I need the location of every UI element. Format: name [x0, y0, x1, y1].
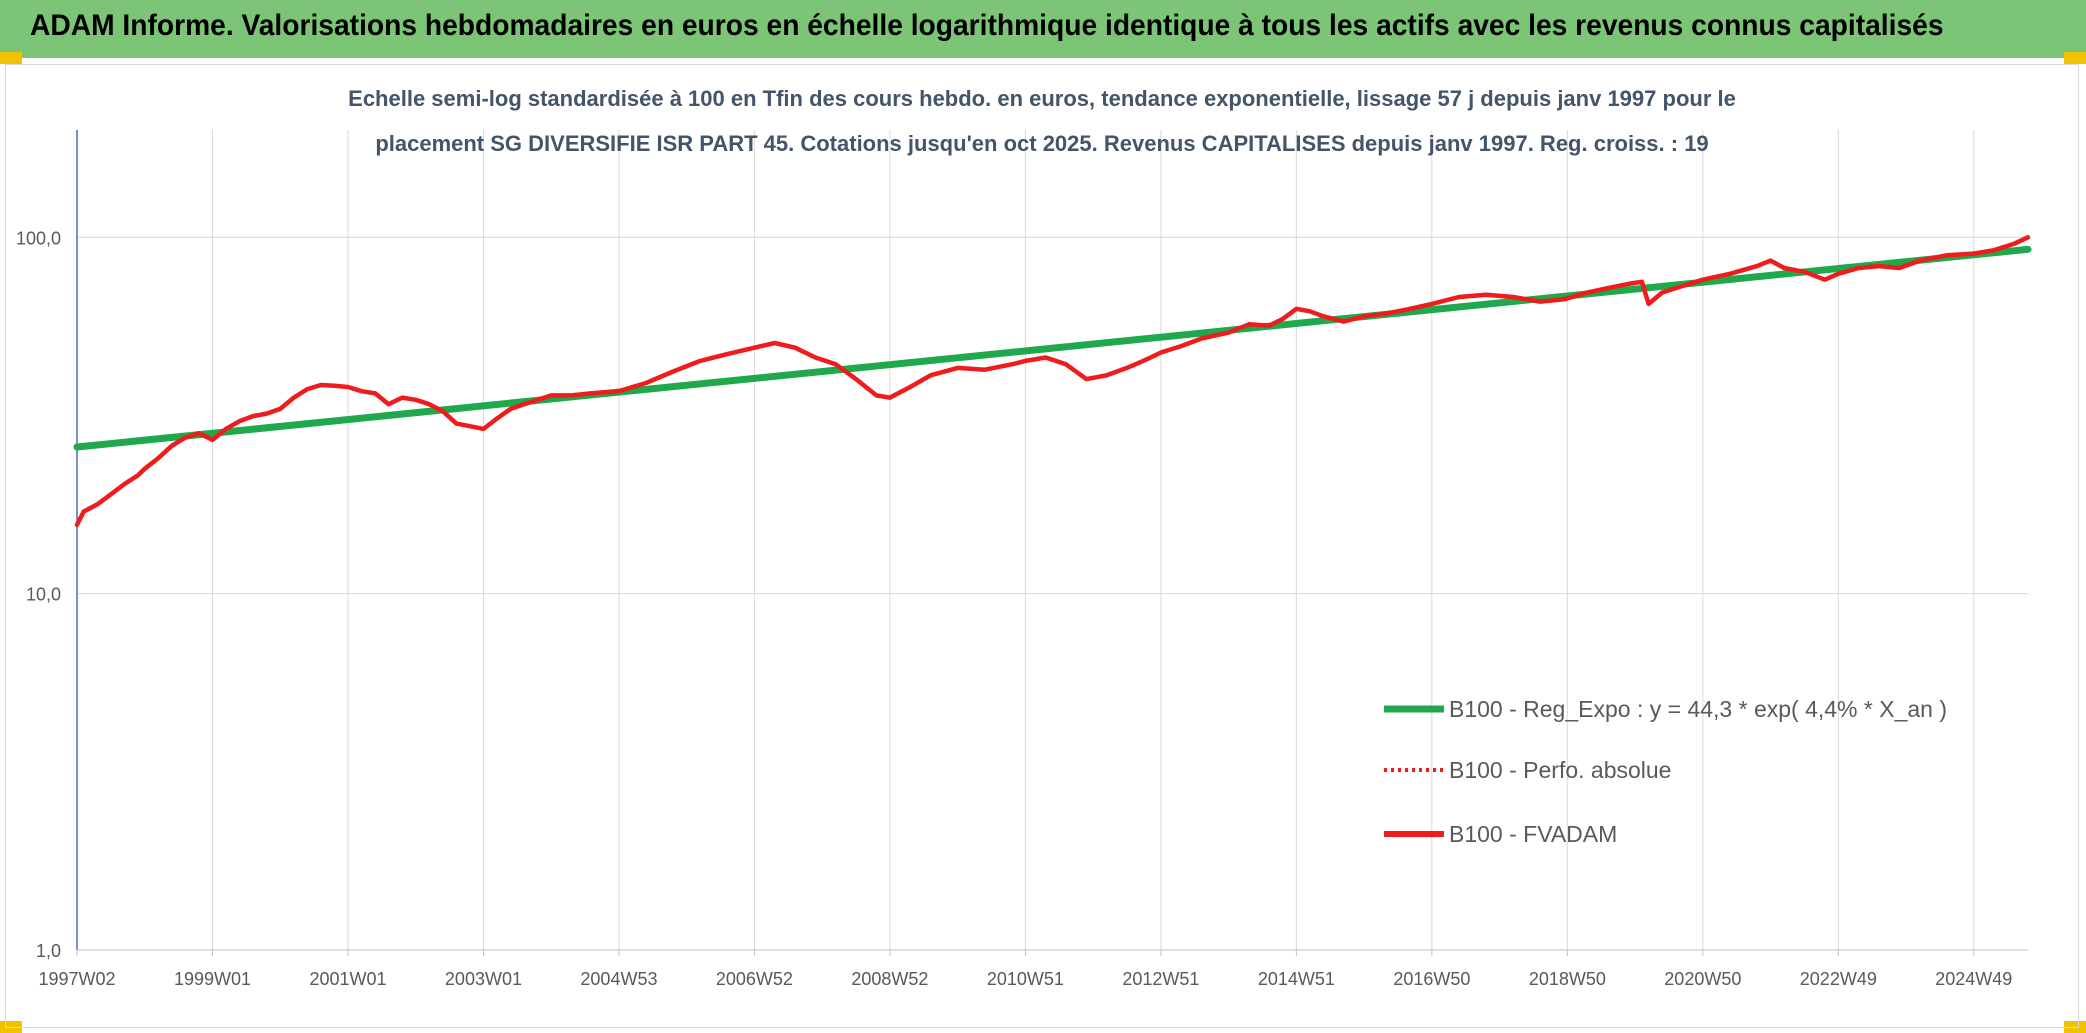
x-tick-label-4: 2004W53 — [580, 969, 657, 989]
x-tick-label-8: 2012W51 — [1122, 969, 1199, 989]
x-tick-label-5: 2006W52 — [716, 969, 793, 989]
legend-label-fvadam: B100 - FVADAM — [1449, 821, 1617, 847]
x-tick-label-1: 1999W01 — [174, 969, 251, 989]
chart-title-line-2: placement SG DIVERSIFIE ISR PART 45. Cot… — [375, 131, 1708, 156]
x-tick-label-3: 2003W01 — [445, 969, 522, 989]
corner-marker-top-right — [2064, 52, 2086, 64]
x-tick-label-14: 2024W49 — [1935, 969, 2012, 989]
header-banner: ADAM Informe. Valorisations hebdomadaire… — [0, 0, 2086, 58]
series-line-0 — [73, 245, 2032, 451]
corner-marker-top-left — [0, 52, 22, 64]
x-tick-label-9: 2014W51 — [1258, 969, 1335, 989]
x-tick-label-12: 2020W50 — [1664, 969, 1741, 989]
page-title: ADAM Informe. Valorisations hebdomadaire… — [30, 9, 1944, 42]
chart-frame — [5, 64, 2079, 1028]
axis-layer: 1,0 10,0 100,0 1997W02 1999W01 2001W01 2003W01… — [16, 130, 2028, 989]
grid-layer — [76, 130, 2028, 951]
legend-label-perfo: B100 - Perfo. absolue — [1449, 757, 1671, 783]
x-tick-label-2: 2001W01 — [309, 969, 386, 989]
x-tick-label-0: 1997W02 — [38, 969, 115, 989]
series-line-2 — [74, 235, 2031, 528]
x-tick-label-6: 2008W52 — [851, 969, 928, 989]
x-tick-label-11: 2018W50 — [1529, 969, 1606, 989]
x-tick-label-7: 2010W51 — [987, 969, 1064, 989]
legend-label-trend: B100 - Reg_Expo : y = 44,3 * exp( 4,4% *… — [1449, 696, 1947, 722]
legend: B100 - Reg_Expo : y = 44,3 * exp( 4,4% *… — [1384, 696, 1947, 847]
series-layer — [73, 235, 2032, 528]
x-tick-label-13: 2022W49 — [1800, 969, 1877, 989]
x-tick-label-10: 2016W50 — [1393, 969, 1470, 989]
y-tick-label-1: 10,0 — [26, 585, 61, 605]
y-tick-label-0: 1,0 — [36, 941, 61, 961]
y-tick-label-2: 100,0 — [16, 228, 61, 248]
chart-title-line-1: Echelle semi-log standardisée à 100 en T… — [348, 86, 1736, 111]
